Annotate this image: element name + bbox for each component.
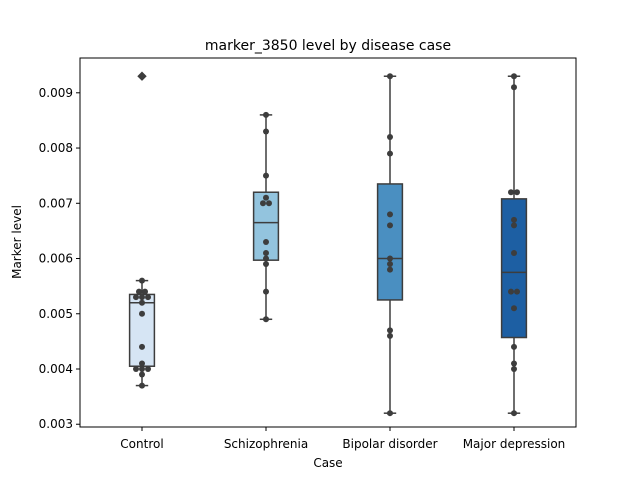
data-point (139, 371, 145, 378)
data-point (139, 277, 145, 284)
data-point (263, 194, 269, 201)
data-point (263, 255, 269, 262)
box-group-bipolar-disorder (376, 73, 404, 417)
data-point (511, 343, 517, 350)
data-point (511, 365, 517, 372)
x-tick-label: Major depression (463, 437, 566, 451)
data-point (263, 128, 269, 135)
data-point (511, 216, 517, 223)
data-point (139, 382, 145, 389)
x-axis-label: Case (313, 456, 342, 470)
y-tick-label: 0.005 (39, 307, 73, 321)
data-point (511, 84, 517, 91)
axes-frame (79, 57, 577, 428)
data-point (139, 365, 145, 372)
axes: 0.003 0.004 0.005 0.006 0.007 0.008 0.009 Contr… (39, 57, 577, 451)
y-tick-label: 0.007 (39, 196, 73, 210)
data-point (387, 133, 393, 140)
data-point (139, 294, 145, 301)
data-point (263, 316, 269, 323)
data-point (387, 150, 393, 157)
data-point (263, 111, 269, 118)
data-point (139, 73, 145, 80)
x-tick-label: Schizophrenia (224, 437, 308, 451)
box-iqr (252, 191, 280, 261)
data-point (263, 238, 269, 245)
data-point (139, 343, 145, 350)
data-point (387, 73, 393, 80)
data-point (263, 249, 269, 256)
data-point (139, 310, 145, 317)
data-point (263, 288, 269, 295)
data-point (145, 365, 151, 372)
y-tick-label: 0.004 (39, 362, 73, 376)
y-tick-label: 0.006 (39, 252, 73, 266)
data-point (387, 261, 393, 268)
data-point (139, 299, 145, 306)
data-point (511, 360, 517, 367)
data-point (508, 288, 514, 295)
data-point (133, 294, 139, 301)
data-point (387, 410, 393, 417)
box-iqr (128, 293, 156, 367)
y-tick-label: 0.008 (39, 141, 73, 155)
data-point (142, 288, 148, 295)
data-point (133, 365, 139, 372)
plot-area (128, 71, 528, 417)
data-point (387, 211, 393, 218)
data-point (263, 261, 269, 268)
chart-title: marker_3850 level by disease case (205, 38, 451, 54)
data-point (511, 73, 517, 80)
data-point (511, 222, 517, 229)
data-point (387, 266, 393, 273)
data-point (263, 172, 269, 179)
y-tick-label: 0.003 (39, 417, 73, 431)
data-point (266, 200, 272, 207)
data-point (511, 249, 517, 256)
data-point (514, 288, 520, 295)
box-iqr (376, 183, 404, 301)
data-point (139, 360, 145, 367)
data-point (511, 410, 517, 417)
data-point (508, 189, 514, 196)
data-point (387, 327, 393, 334)
data-point (387, 332, 393, 339)
data-point (511, 305, 517, 312)
data-point (387, 255, 393, 262)
data-point (260, 200, 266, 207)
y-tick-label: 0.009 (39, 86, 73, 100)
data-point (145, 294, 151, 301)
data-point (387, 222, 393, 229)
data-point (136, 288, 142, 295)
box-group-schizophrenia (252, 111, 280, 323)
x-tick-label: Bipolar disorder (342, 437, 437, 451)
data-point (514, 189, 520, 196)
box-group-control (128, 71, 156, 389)
box-group-major-depression (500, 73, 528, 417)
x-tick-label: Control (120, 437, 163, 451)
y-axis-label: Marker level (10, 205, 24, 279)
